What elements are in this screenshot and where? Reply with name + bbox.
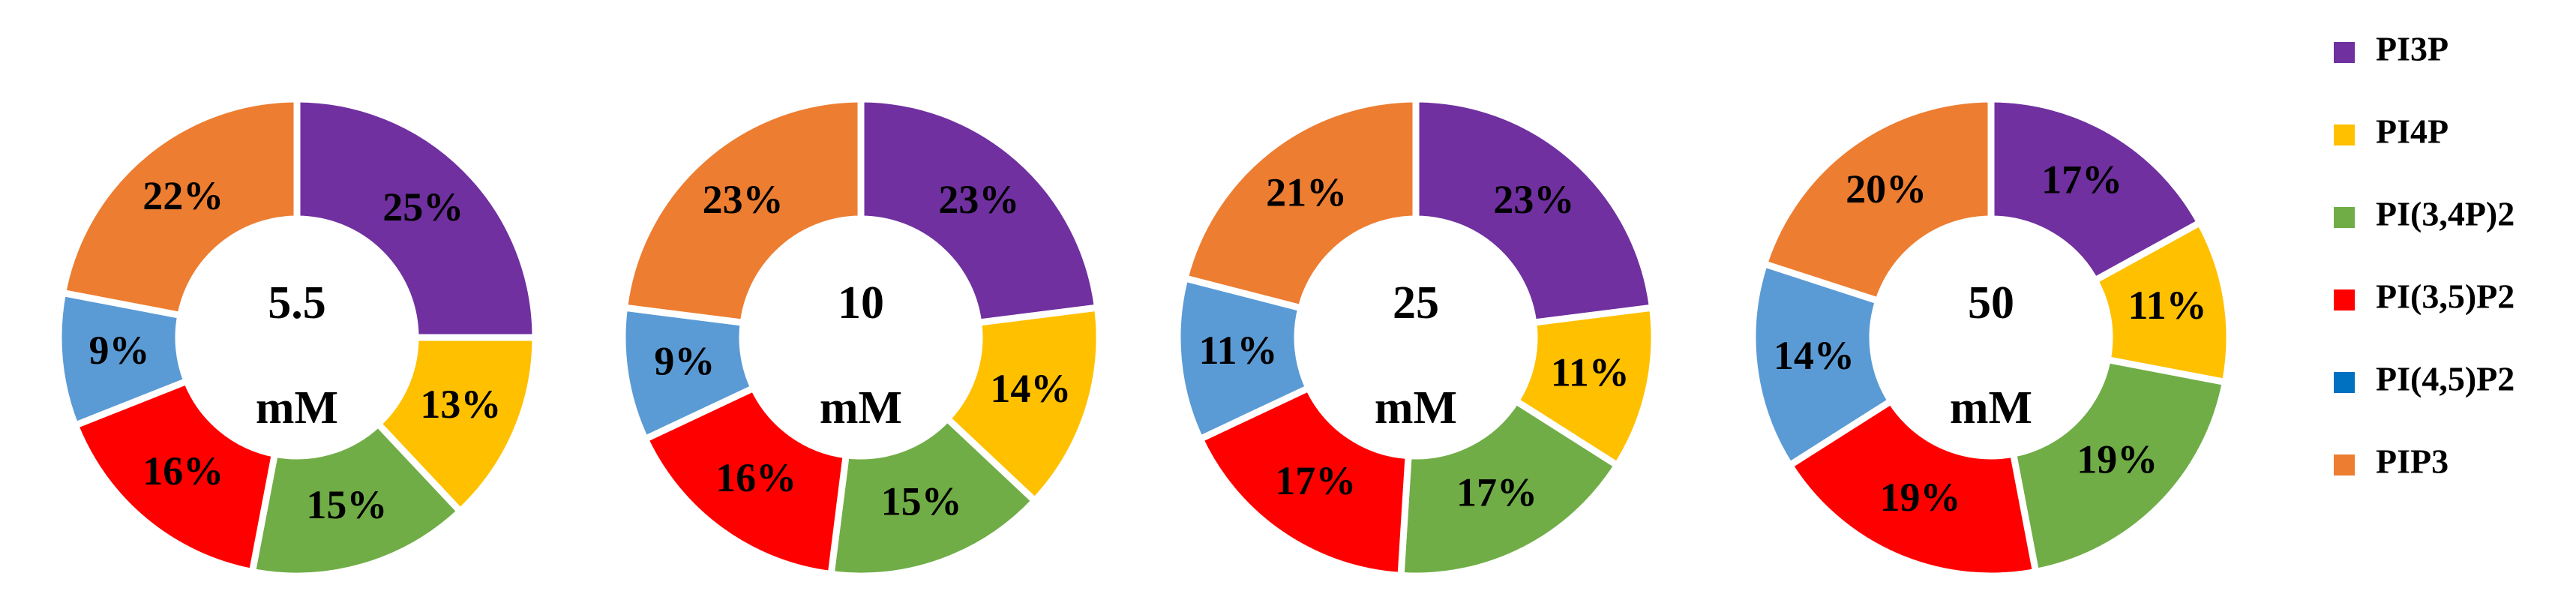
value-label: 15% — [306, 482, 387, 527]
donut-slice — [1397, 396, 1622, 580]
donut-slice — [248, 418, 466, 580]
value-label: 15% — [881, 478, 962, 524]
value-label: 19% — [2077, 437, 2158, 482]
donut-slice — [827, 413, 1040, 580]
donut-slice — [857, 95, 1102, 327]
legend-swatch — [2334, 372, 2355, 393]
value-label: 9% — [89, 328, 150, 373]
value-label: 14% — [990, 366, 1071, 411]
value-label: 9% — [654, 339, 715, 384]
value-label: 23% — [703, 177, 784, 222]
center-label: mM — [256, 382, 338, 434]
value-label: 16% — [715, 455, 796, 500]
center-label: 5.5 — [268, 278, 326, 328]
donut-slice — [70, 376, 279, 576]
legend-swatch — [2334, 454, 2355, 476]
donut-slice — [1749, 260, 1896, 470]
legend-swatch — [2334, 42, 2355, 63]
value-label: 17% — [2041, 158, 2122, 202]
value-label: 22% — [142, 173, 223, 218]
value-label: 23% — [1493, 177, 1574, 222]
legend-swatch — [2334, 290, 2355, 310]
value-label: 21% — [1266, 170, 1347, 214]
value-label: 17% — [1456, 470, 1537, 514]
value-label: 11% — [1551, 350, 1630, 394]
donut-slice — [373, 334, 539, 517]
value-label: 20% — [1846, 166, 1927, 212]
center-label: mM — [820, 382, 902, 434]
legend-label: PIP3 — [2376, 442, 2449, 481]
donut-slice — [293, 95, 539, 341]
donut-slice — [1987, 95, 2205, 285]
legend-label: PI(4,5)P2 — [2376, 360, 2515, 398]
center-label: mM — [1950, 382, 2032, 434]
value-label: 13% — [420, 382, 501, 427]
center-label: 25 — [1393, 278, 1439, 328]
legend-swatch — [2334, 207, 2355, 228]
legend-label: PI3P — [2376, 30, 2449, 68]
value-label: 23% — [938, 177, 1019, 222]
donut-slice — [1412, 95, 1657, 327]
donut-slice — [1180, 95, 1420, 313]
donut-slice — [1759, 95, 1995, 305]
donut-slice — [620, 95, 865, 327]
donut-slice — [640, 383, 850, 578]
donut-slice — [1195, 383, 1412, 580]
value-label: 11% — [2128, 283, 2207, 328]
donut-slice — [58, 95, 301, 320]
value-label: 25% — [382, 184, 463, 230]
legend-label: PI4P — [2376, 112, 2449, 151]
donut-slice — [2009, 356, 2230, 576]
legend-label: PI(3,5)P2 — [2376, 278, 2515, 316]
value-label: 11% — [1199, 328, 1278, 373]
value-label: 17% — [1275, 458, 1356, 503]
legend-swatch — [2334, 124, 2355, 146]
value-label: 16% — [142, 448, 223, 494]
donut-slice — [1785, 396, 2040, 580]
center-label: 50 — [1968, 278, 2014, 328]
center-label: 10 — [838, 278, 884, 328]
value-label: 14% — [1774, 333, 1855, 378]
value-label: 19% — [1879, 475, 1960, 520]
legend-label: PI(3,4P)2 — [2376, 195, 2515, 233]
center-label: mM — [1375, 382, 1457, 434]
